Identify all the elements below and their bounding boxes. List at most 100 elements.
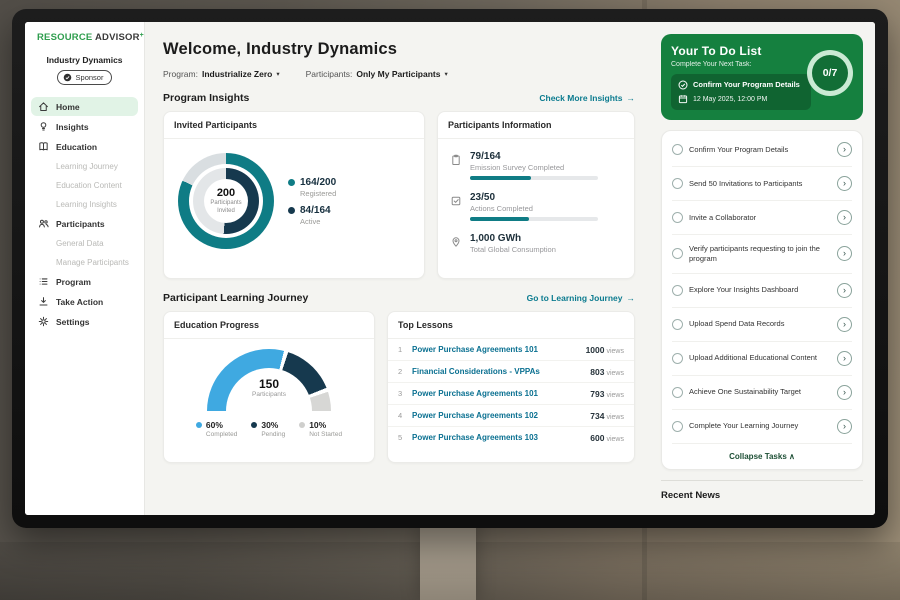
filters-row: Program: Industrialize Zero ▾ Participan…: [163, 69, 635, 79]
collapse-tasks-link[interactable]: Collapse Tasks ∧: [729, 451, 795, 461]
task-row[interactable]: Send 50 Invitations to Participants ›: [672, 167, 852, 201]
task-row[interactable]: Upload Additional Educational Content ›: [672, 342, 852, 376]
lesson-title-link[interactable]: Power Purchase Agreements 101: [412, 389, 538, 398]
pending-dot: [251, 422, 258, 428]
not-started-dot: [299, 422, 306, 428]
task-checkbox[interactable]: [672, 352, 683, 364]
top-lessons-card: Top Lessons 1 Power Purchase Agreements …: [387, 311, 635, 463]
insights-cards-row: Invited Participants 200 Participants In…: [163, 111, 635, 279]
card-title: Participants Information: [438, 112, 634, 139]
task-checkbox[interactable]: [672, 144, 683, 155]
action-arrow-icon: [38, 296, 49, 307]
participants-dropdown[interactable]: Participants: Only My Participants ▾: [306, 69, 448, 79]
legend-item-registered: 164/200 Registered: [288, 177, 336, 198]
chevron-right-icon[interactable]: ›: [837, 246, 852, 262]
task-checkbox[interactable]: [672, 248, 683, 260]
lesson-title-link[interactable]: Power Purchase Agreements 101: [412, 345, 538, 354]
program-value: Industrialize Zero: [201, 69, 273, 79]
next-task-chip[interactable]: Confirm Your Program Details 12 May 2025…: [671, 74, 811, 110]
todo-subtitle: Complete Your Next Task:: [671, 61, 752, 68]
lesson-row: 1 Power Purchase Agreements 101 1000 view…: [388, 339, 634, 361]
todo-progress-ring: 0/7: [807, 50, 853, 96]
chevron-right-icon[interactable]: ›: [837, 316, 852, 332]
logo-text-primary: RESOURCE: [37, 32, 93, 43]
sidebar: RESOURCE ADVISOR+ Industry Dynamics Spon…: [25, 22, 145, 515]
participants-information-card: Participants Information 79/164 Emission…: [437, 111, 635, 279]
sidebar-item-participants[interactable]: Participants: [31, 214, 138, 233]
chevron-right-icon[interactable]: ›: [837, 350, 852, 366]
donut-center-label: Participants Invited: [210, 200, 242, 214]
task-row[interactable]: Invite a Collaborator ›: [672, 201, 852, 235]
arrow-right-icon: →: [626, 293, 636, 303]
lesson-row: 5 Power Purchase Agreements 103 600 views: [398, 432, 624, 443]
actions-completed-row: 23/50 Actions Completed: [450, 192, 622, 221]
go-to-learning-journey-link[interactable]: Go to Learning Journey →: [526, 293, 636, 303]
sidebar-item-label: Education: [56, 141, 98, 152]
task-row[interactable]: Verify participants requesting to join t…: [672, 235, 852, 274]
chevron-right-icon[interactable]: ›: [837, 142, 852, 157]
main-content: Welcome, Industry Dynamics Program: Indu…: [145, 22, 649, 515]
lesson-title-link[interactable]: Power Purchase Agreements 102: [412, 411, 538, 420]
sidebar-item-learning-journey[interactable]: Learning Journey: [56, 161, 118, 171]
program-insights-header: Program Insights Check More Insights →: [163, 92, 635, 104]
registered-dot: [288, 178, 295, 186]
people-icon: [38, 218, 49, 229]
chevron-right-icon[interactable]: ›: [837, 384, 852, 400]
card-title: Education Progress: [164, 312, 374, 339]
sponsor-badge[interactable]: Sponsor: [56, 70, 113, 85]
active-dot: [288, 206, 295, 214]
task-row[interactable]: Confirm Your Program Details ›: [672, 133, 852, 167]
lightbulb-icon: [38, 121, 49, 132]
task-row[interactable]: Complete Your Learning Journey ›: [672, 410, 852, 444]
card-title: Top Lessons: [388, 312, 634, 339]
sidebar-item-label: Program: [56, 276, 91, 287]
calendar-icon: [678, 94, 688, 104]
sidebar-item-manage-participants[interactable]: Manage Participants: [56, 257, 129, 267]
invited-participants-card: Invited Participants 200 Participants In…: [163, 111, 425, 279]
chevron-down-icon: ▾: [276, 71, 280, 78]
chevron-right-icon[interactable]: ›: [837, 282, 852, 298]
lesson-title-link[interactable]: Power Purchase Agreements 103: [412, 433, 538, 442]
task-checkbox[interactable]: [672, 318, 683, 330]
next-task-label: Confirm Your Program Details: [693, 80, 800, 89]
donut-legend: 164/200 Registered 84/164 Active: [288, 170, 336, 233]
check-circle-icon: [678, 80, 688, 90]
sidebar-item-general-data[interactable]: General Data: [56, 238, 104, 248]
task-checkbox[interactable]: [672, 386, 683, 398]
card-title: Invited Participants: [164, 112, 424, 139]
sidebar-item-program[interactable]: Program: [31, 272, 138, 291]
task-checkbox[interactable]: [672, 212, 683, 223]
sidebar-item-take-action[interactable]: Take Action: [31, 292, 138, 311]
task-row[interactable]: Upload Spend Data Records ›: [672, 308, 852, 342]
sponsor-check-icon: [63, 73, 71, 82]
section-title-learning-journey: Participant Learning Journey: [163, 292, 309, 304]
chevron-right-icon[interactable]: ›: [837, 176, 852, 191]
app-logo: RESOURCE ADVISOR+: [25, 32, 144, 43]
monitor-stand: [420, 524, 476, 600]
task-checkbox[interactable]: [672, 420, 683, 432]
task-row[interactable]: Explore Your Insights Dashboard ›: [672, 274, 852, 308]
arrow-right-icon: →: [626, 93, 636, 103]
page-title: Welcome, Industry Dynamics: [163, 40, 398, 58]
sidebar-item-settings[interactable]: Settings: [31, 312, 138, 331]
sidebar-item-education[interactable]: Education: [31, 137, 138, 156]
program-dropdown[interactable]: Program: Industrialize Zero ▾: [163, 69, 280, 79]
check-more-insights-link[interactable]: Check More Insights →: [539, 93, 635, 103]
lesson-title-link[interactable]: Financial Considerations - VPPAs: [412, 367, 540, 376]
sidebar-item-label: Home: [56, 101, 80, 112]
chevron-right-icon[interactable]: ›: [837, 418, 852, 434]
gauge-center-value: 150: [258, 377, 280, 391]
collapse-caret-icon: ∧: [789, 451, 795, 461]
sidebar-item-learning-insights[interactable]: Learning Insights: [56, 199, 117, 209]
task-row[interactable]: Achieve One Sustainability Target ›: [672, 376, 852, 410]
chevron-right-icon[interactable]: ›: [837, 210, 852, 225]
book-icon: [38, 141, 49, 152]
task-checkbox[interactable]: [672, 284, 683, 296]
task-checkbox[interactable]: [672, 178, 683, 189]
sidebar-item-insights[interactable]: Insights: [31, 117, 138, 136]
sidebar-item-education-content[interactable]: Education Content: [56, 180, 122, 190]
dashboard-screen: RESOURCE ADVISOR+ Industry Dynamics Spon…: [25, 22, 875, 515]
task-list-card: Confirm Your Program Details › Send 50 I…: [661, 130, 863, 470]
sidebar-item-home[interactable]: Home: [31, 97, 138, 116]
